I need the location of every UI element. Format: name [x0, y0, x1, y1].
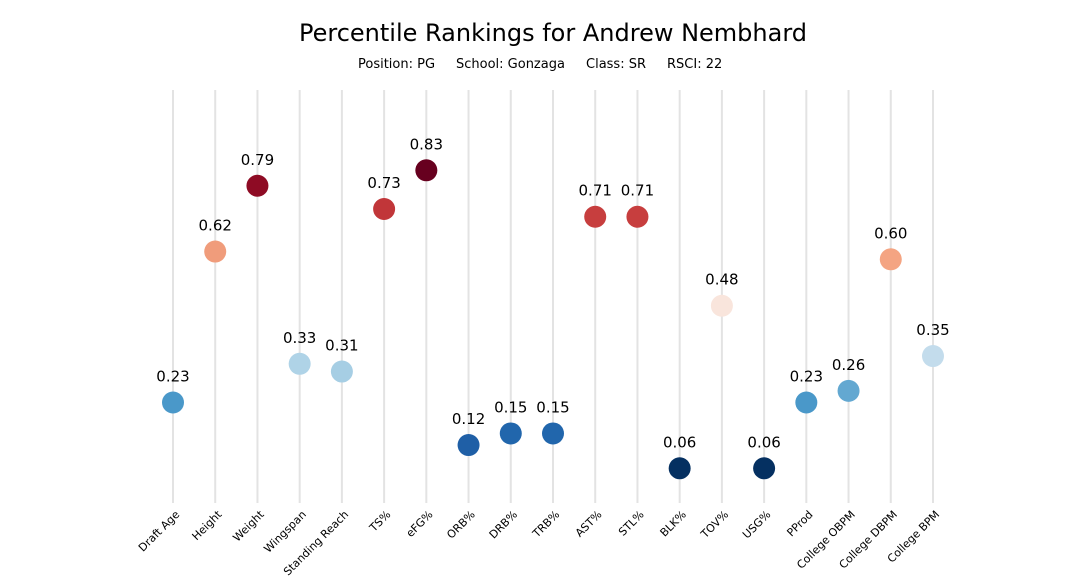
x-tick-label: eFG% — [404, 508, 436, 540]
data-label: 0.71 — [579, 182, 612, 200]
data-point — [879, 248, 902, 271]
data-point — [584, 205, 607, 228]
data-label: 0.48 — [705, 271, 738, 289]
subtitle-school: School: Gonzaga — [456, 57, 565, 72]
data-label: 0.71 — [621, 182, 654, 200]
data-point — [626, 205, 649, 228]
data-label: 0.83 — [410, 135, 443, 153]
data-label: 0.06 — [747, 433, 780, 451]
subtitle-class: Class: SR — [586, 57, 646, 72]
data-point — [837, 379, 860, 402]
data-label: 0.33 — [283, 329, 316, 347]
subtitle-position: Position: PG — [358, 57, 435, 72]
x-tick-label: USG% — [740, 508, 773, 541]
chart-title: Percentile Rankings for Andrew Nembhard — [299, 19, 807, 47]
x-tick-label: DRB% — [487, 508, 520, 541]
x-tick-label: Height — [190, 508, 225, 543]
data-label: 0.15 — [536, 398, 569, 416]
data-point — [542, 422, 564, 445]
data-label: 0.15 — [494, 398, 527, 416]
data-label: 0.23 — [790, 367, 823, 385]
x-tick-label: STL% — [616, 508, 647, 539]
data-label: 0.62 — [199, 217, 232, 235]
value-labels: 0.23 0.62 0.79 0.33 0.31 0.73 0.83 0.12 0.15 0.15… — [156, 135, 949, 451]
data-point — [795, 391, 818, 414]
data-label: 0.60 — [874, 224, 907, 242]
x-tick-label: TRB% — [529, 508, 562, 541]
data-point — [204, 240, 227, 263]
data-point — [499, 422, 522, 445]
subtitle-rsci: RSCI: 22 — [667, 57, 722, 72]
data-points — [162, 159, 944, 480]
data-label: 0.26 — [832, 356, 865, 374]
x-tick-label: TOV% — [698, 508, 731, 541]
chart-subtitle: Position: PG School: Gonzaga Class: SR R… — [358, 57, 722, 72]
data-point — [922, 345, 944, 368]
x-tick-label: ORB% — [444, 508, 477, 541]
data-point — [330, 360, 353, 383]
data-point — [288, 352, 311, 375]
data-label: 0.23 — [156, 367, 189, 385]
data-label: 0.73 — [367, 174, 400, 192]
data-point — [457, 434, 480, 457]
data-point — [668, 457, 691, 480]
data-point — [415, 159, 438, 182]
data-label: 0.79 — [241, 151, 274, 169]
data-label: 0.35 — [916, 321, 949, 339]
data-label: 0.31 — [325, 337, 358, 355]
x-tick-label: AST% — [573, 508, 605, 540]
data-label: 0.06 — [663, 433, 696, 451]
data-label: 0.12 — [452, 410, 485, 428]
data-point — [162, 391, 184, 414]
x-tick-label: Draft Age — [136, 508, 182, 554]
data-point — [246, 174, 269, 197]
data-point — [373, 197, 396, 220]
x-tick-label: PProd — [784, 508, 815, 539]
x-tick-label: BLK% — [658, 508, 689, 539]
data-point — [710, 294, 733, 317]
x-tick-label: TS% — [366, 508, 393, 535]
data-point — [753, 457, 776, 480]
x-tick-label: Weight — [230, 508, 267, 545]
